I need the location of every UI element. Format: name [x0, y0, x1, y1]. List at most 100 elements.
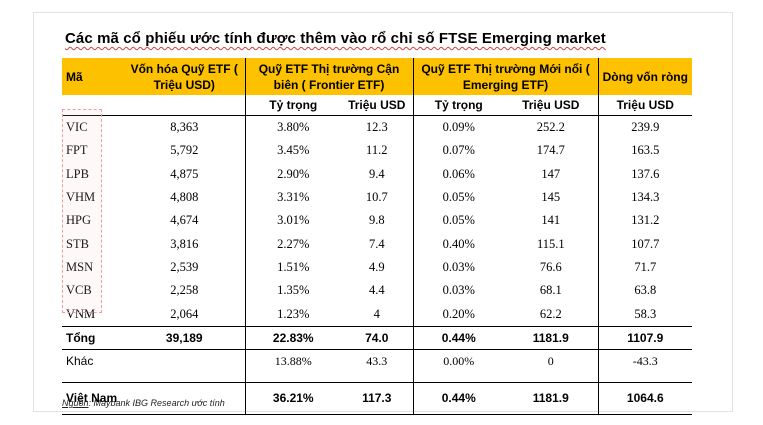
- cell-f-tt: 1.51%: [277, 259, 310, 274]
- cell-f-usd: 4.4: [341, 279, 414, 303]
- spacer-cell: [598, 372, 693, 383]
- cell-e-tt: 0.07%: [442, 143, 475, 158]
- cell-e-tt: 0.05%: [442, 190, 475, 205]
- cell-f-tt: 1.35%: [277, 283, 310, 298]
- source-label: Nguồn: [62, 398, 89, 408]
- table-row: HPG 4,674 3.01% 9.8 0.05% 141 131.2: [62, 209, 692, 233]
- subheader-ty-trong-emerging: Tỷ trọng: [413, 95, 505, 116]
- cell-von-hoa: 8,363: [124, 115, 246, 140]
- table-row: VHM 4,808 3.31% 10.7 0.05% 145 134.3: [62, 185, 692, 210]
- cell-f-tt: 13.88%: [274, 353, 312, 368]
- cell-ma: Tổng: [62, 325, 124, 350]
- spacer-cell: [341, 372, 414, 383]
- spacer-cell: [413, 372, 505, 383]
- subheader-ty-trong-frontier: Tỷ trọng: [245, 95, 341, 116]
- cell-von-hoa: 2,258: [124, 279, 246, 303]
- table-row: FPT 5,792 3.45% 11.2 0.07% 174.7 163.5: [62, 139, 692, 163]
- header-ma: Mã: [62, 58, 124, 95]
- header-dong-von: Dòng vốn ròng: [598, 58, 693, 95]
- spacer-cell: [124, 372, 246, 383]
- cell-f-tt: 3.31%: [277, 190, 310, 205]
- cell-net: -43.3: [632, 353, 658, 368]
- cell-f-tt: 3.01%: [277, 213, 310, 228]
- cell-f-tt: 2.90%: [277, 166, 310, 181]
- cell-net: 137.6: [631, 166, 660, 181]
- cell-ma: MSN: [66, 259, 94, 274]
- cell-net: 1107.9: [598, 325, 693, 350]
- header-frontier: Quỹ ETF Thị trường Cận biên ( Frontier E…: [245, 58, 414, 95]
- cell-e-usd: 145: [504, 185, 599, 210]
- cell-f-usd: 9.8: [341, 209, 414, 233]
- cell-f-tt: 1.23%: [277, 306, 310, 321]
- cell-e-usd: 1181.9: [504, 325, 599, 350]
- table-row: VCB 2,258 1.35% 4.4 0.03% 68.1 63.8: [62, 279, 692, 303]
- cell-e-usd: 68.1: [504, 279, 599, 303]
- cell-net: 163.5: [631, 143, 660, 158]
- cell-e-usd: 147: [504, 162, 599, 186]
- cell-f-usd: 10.7: [341, 185, 414, 210]
- page-title: Các mã cổ phiếu ước tính được thêm vào r…: [65, 30, 606, 47]
- table-row: VNM 2,064 1.23% 4 0.20% 62.2 58.3: [62, 302, 692, 327]
- cell-e-usd: 0: [504, 349, 599, 373]
- cell-ma: Khác: [66, 354, 94, 369]
- cell-e-tt: 0.40%: [442, 236, 475, 251]
- cell-net: 131.2: [631, 213, 660, 228]
- cell-net: 1064.6: [598, 382, 693, 415]
- cell-e-usd: 174.7: [504, 139, 599, 163]
- header-emerging: Quỹ ETF Thị trường Mới nổi ( Emerging ET…: [413, 58, 599, 95]
- cell-f-usd: 11.2: [341, 139, 414, 163]
- table-row: VIC 8,363 3.80% 12.3 0.09% 252.2 239.9: [62, 115, 692, 140]
- cell-f-tt: 2.27%: [277, 236, 310, 251]
- cell-net: 134.3: [631, 190, 660, 205]
- cell-e-usd: 141: [504, 209, 599, 233]
- cell-f-usd: 4.9: [341, 255, 414, 280]
- table-row: MSN 2,539 1.51% 4.9 0.03% 76.6 71.7: [62, 255, 692, 280]
- cell-von-hoa: [124, 382, 246, 415]
- other-row: Khác 13.88% 43.3 0.00% 0 -43.3: [62, 349, 692, 373]
- cell-f-tt: 3.45%: [277, 143, 310, 158]
- subheader-trieu-usd-net: Triệu USD: [598, 95, 693, 116]
- cell-ma: STB: [66, 236, 89, 251]
- cell-e-tt: 0.05%: [442, 213, 475, 228]
- cell-ma: LPB: [66, 166, 89, 181]
- cell-ma: VCB: [66, 283, 92, 298]
- cell-f-tt: 36.21%: [245, 382, 341, 415]
- subheader-empty: [62, 95, 124, 116]
- cell-e-tt: 0.44%: [413, 325, 505, 350]
- cell-e-usd: 115.1: [504, 232, 599, 256]
- cell-f-usd: 7.4: [341, 232, 414, 256]
- ftse-inclusion-table: Mã Vốn hóa Quỹ ETF ( Triệu USD) Quỹ ETF …: [62, 58, 693, 415]
- cell-ma: FPT: [66, 143, 88, 158]
- cell-von-hoa: [124, 349, 246, 373]
- cell-net: 63.8: [634, 283, 657, 298]
- cell-f-usd: 74.0: [341, 325, 414, 350]
- cell-von-hoa: 5,792: [124, 139, 246, 163]
- table-row: LPB 4,875 2.90% 9.4 0.06% 147 137.6: [62, 162, 692, 186]
- vietnam-row: Việt Nam 36.21% 117.3 0.44% 1181.9 1064.6: [62, 382, 693, 415]
- total-row: Tổng 39,189 22.83% 74.0 0.44% 1181.9 1107.9: [62, 325, 693, 350]
- cell-von-hoa: 3,816: [124, 232, 246, 256]
- cell-von-hoa: 39,189: [124, 325, 246, 350]
- cell-e-usd: 252.2: [504, 115, 599, 140]
- cell-net: 107.7: [631, 236, 660, 251]
- cell-f-usd: 4: [341, 302, 414, 327]
- cell-f-tt: 3.80%: [277, 120, 310, 135]
- table-row: STB 3,816 2.27% 7.4 0.40% 115.1 107.7: [62, 232, 692, 256]
- cell-e-tt: 0.03%: [442, 259, 475, 274]
- spacer-row: [62, 372, 693, 383]
- cell-net: 71.7: [634, 259, 657, 274]
- subheader-trieu-usd-emerging: Triệu USD: [504, 95, 599, 116]
- header-von-hoa: Vốn hóa Quỹ ETF ( Triệu USD): [124, 58, 246, 95]
- cell-e-tt: 0.20%: [442, 306, 475, 321]
- cell-f-usd: 117.3: [341, 382, 414, 415]
- cell-von-hoa: 2,064: [124, 302, 246, 327]
- subheader-empty: [124, 95, 246, 116]
- cell-von-hoa: 4,808: [124, 185, 246, 210]
- table-header-row: Mã Vốn hóa Quỹ ETF ( Triệu USD) Quỹ ETF …: [62, 58, 693, 95]
- source-text: : Maybank IBG Research ước tính: [88, 398, 225, 408]
- cell-e-tt: 0.44%: [413, 382, 505, 415]
- cell-ma: VNM: [66, 306, 96, 321]
- cell-e-tt: 0.06%: [442, 166, 475, 181]
- table-subheader-row: Tỷ trọng Triệu USD Tỷ trọng Triệu USD Tr…: [62, 95, 693, 116]
- cell-e-usd: 62.2: [504, 302, 599, 327]
